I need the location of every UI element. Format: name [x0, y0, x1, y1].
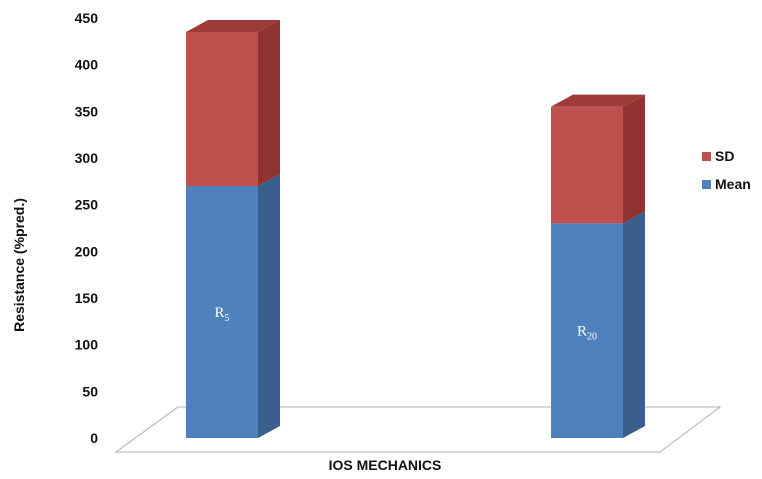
legend-swatch-mean — [702, 180, 711, 189]
y-tick-label: 400 — [75, 57, 99, 73]
legend: SD Mean — [702, 148, 751, 192]
bar-side-sd-r20 — [623, 94, 645, 224]
bar-sd-r5 — [186, 32, 258, 186]
y-tick-label: 250 — [75, 197, 99, 213]
y-tick-label: 0 — [90, 430, 98, 446]
legend-swatch-sd — [702, 152, 711, 161]
legend-label-sd: SD — [715, 148, 734, 164]
bar-top-r5 — [186, 20, 280, 32]
bar-label-r5: R5 — [214, 305, 229, 324]
bar-sd-r20 — [551, 106, 623, 224]
bar-label-r20: R20 — [577, 324, 597, 343]
y-tick-label: 300 — [75, 150, 99, 166]
y-tick-label: 200 — [75, 243, 99, 259]
bar-mean-r20 — [551, 223, 623, 438]
y-axis-title: Resistance (%pred.) — [11, 198, 27, 332]
y-tick-label: 350 — [75, 103, 99, 119]
bar-side-sd-r5 — [258, 20, 280, 186]
bar-top-r20 — [551, 94, 645, 107]
y-tick-label: 100 — [75, 337, 99, 353]
y-tick-label: 50 — [82, 383, 98, 399]
bar-mean-r5 — [186, 186, 258, 438]
y-tick-label: 150 — [75, 290, 99, 306]
x-axis-title: IOS MECHANICS — [329, 457, 442, 473]
bar-side-mean-r5 — [258, 174, 280, 438]
y-tick-label: 450 — [75, 10, 99, 26]
bar-side-mean-r20 — [623, 211, 645, 438]
legend-label-mean: Mean — [715, 176, 751, 192]
